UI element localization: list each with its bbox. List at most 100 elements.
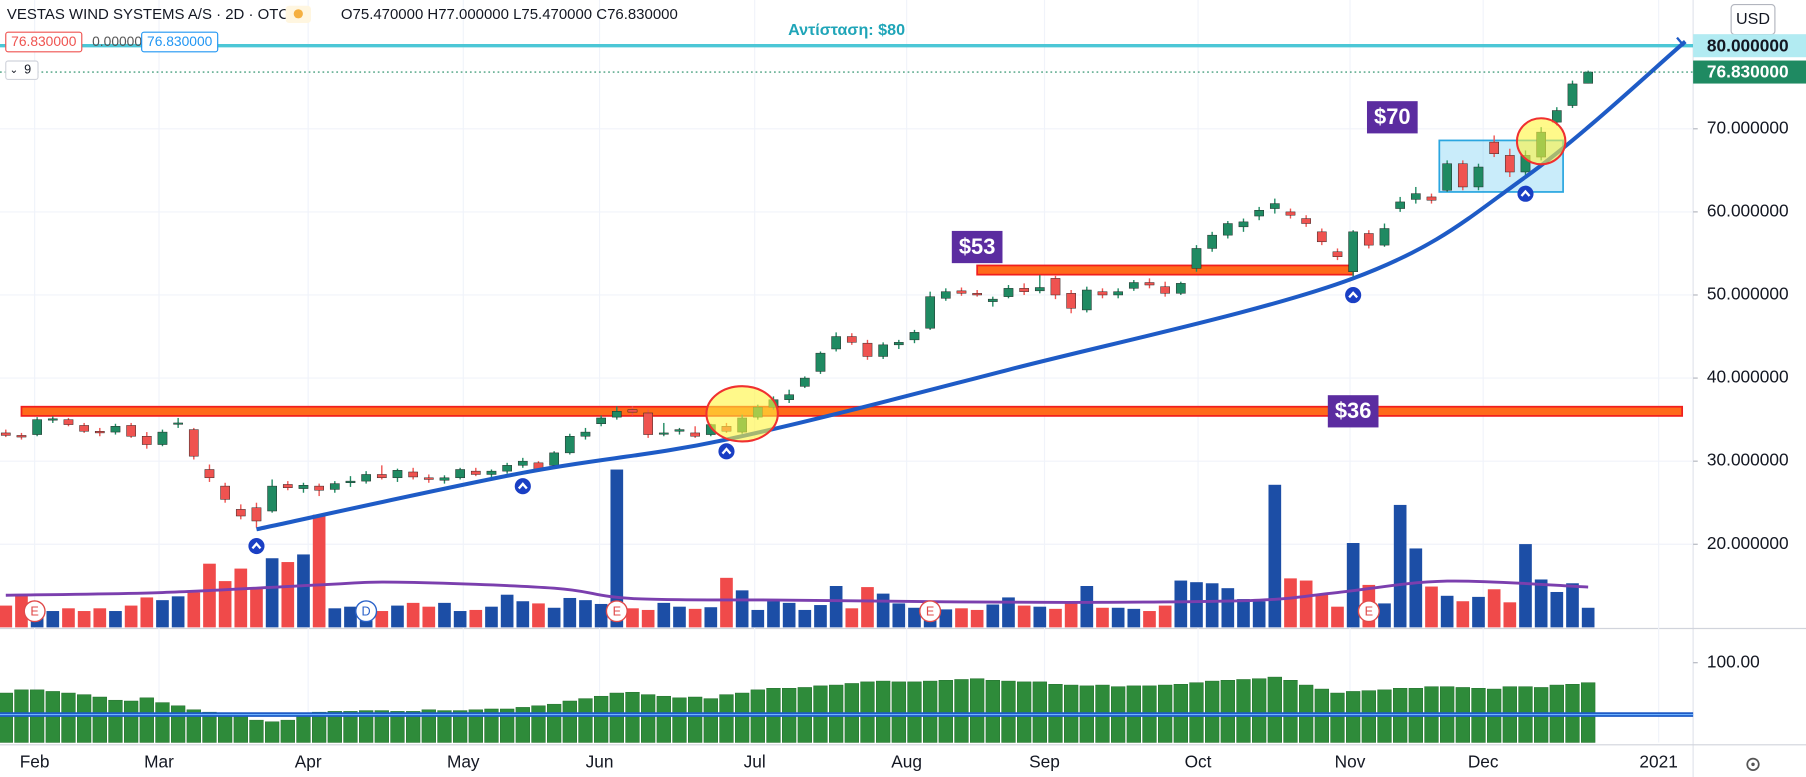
volume-bar (1064, 602, 1078, 628)
oscillator-bar (186, 709, 201, 743)
volume-bar (876, 593, 890, 628)
indicator-toggle[interactable] (5, 60, 39, 81)
volume-bar (1127, 608, 1141, 628)
oscillator-bar (609, 692, 624, 743)
volume-bar (328, 608, 342, 628)
oscillator-bar (672, 697, 687, 743)
oscillator-bar (390, 711, 405, 743)
volume-bar (704, 607, 718, 628)
resistance-label: Αντίσταση: $80 (788, 21, 905, 39)
candle-body (392, 470, 403, 479)
oscillator-bar (1001, 680, 1016, 743)
volume-ma (5, 579, 1589, 604)
level-tag (1366, 101, 1418, 134)
indicator-count[interactable]: 9 (24, 63, 31, 77)
oscillator-bar (108, 699, 123, 743)
x-tick-label: Oct (1185, 752, 1212, 772)
event-label: D (362, 605, 371, 619)
volume-bar (485, 606, 498, 628)
volume-bar (1111, 607, 1125, 628)
volume-bar (532, 603, 545, 628)
oscillator-bar (703, 698, 718, 743)
candle-body (1363, 233, 1374, 246)
volume-bar (986, 604, 1000, 628)
x-tick-label: Jun (586, 752, 614, 772)
volume-bar (453, 611, 467, 628)
candle-body (204, 469, 215, 479)
legend-value: 76.830000 (147, 33, 213, 49)
candle-body (157, 431, 168, 445)
candle-body (235, 509, 246, 517)
candle-body (1254, 209, 1264, 217)
support-level (976, 264, 1355, 276)
volume-bar (1550, 591, 1564, 628)
candle-body (314, 485, 324, 491)
volume-bar (1096, 607, 1109, 628)
event-marker (23, 600, 46, 623)
candle-body (925, 296, 935, 329)
volume-bar (1080, 585, 1094, 628)
event-marker (355, 600, 378, 623)
candle-body (361, 474, 371, 482)
volume-bar (626, 608, 639, 628)
candle-body (627, 409, 638, 413)
volume-bar (1299, 580, 1313, 628)
candle-body (1348, 231, 1358, 272)
candle-body (1316, 231, 1327, 243)
currency[interactable]: USD (1736, 10, 1770, 28)
volume-bar (970, 609, 984, 628)
candle-body (1551, 110, 1562, 123)
candle-body (909, 332, 920, 341)
volume-bar (391, 605, 404, 628)
symbol-title: VESTAS WIND SYSTEMS A/S · 2D · OTC (7, 6, 289, 23)
candle-body (1410, 193, 1421, 200)
candle-body (1019, 288, 1029, 292)
volume-bar (375, 611, 389, 628)
candle-body (455, 469, 465, 479)
oscillator-bar (876, 680, 891, 743)
x-tick-label: Aug (891, 752, 922, 772)
candle-body (1269, 203, 1280, 209)
signal-arrow (251, 542, 262, 550)
volume-bar (1237, 599, 1250, 628)
candle-body (470, 470, 481, 475)
volume-bar (93, 608, 107, 628)
oscillator-bar (92, 696, 107, 743)
x-tick-label: Nov (1335, 752, 1366, 772)
candle-body (1191, 248, 1202, 269)
oscillator-bar (907, 681, 922, 743)
oscillator-bar (985, 680, 1000, 743)
level-tag (1327, 395, 1379, 428)
candle-body (799, 377, 810, 387)
volume-bar (140, 597, 154, 628)
candle-body (423, 477, 434, 480)
candle-body (893, 342, 904, 346)
candle-body (1473, 166, 1484, 188)
highlight (1515, 117, 1567, 166)
signal (1517, 185, 1534, 202)
oscillator-bar (546, 703, 562, 743)
candle-body (1144, 282, 1155, 286)
oscillator-bar (719, 694, 734, 743)
oscillator-bar (1032, 681, 1047, 743)
candle-body (815, 352, 826, 372)
volume-bar (234, 568, 248, 628)
volume-bar (406, 602, 420, 628)
volume-bar (1252, 601, 1266, 628)
candle-body (611, 411, 622, 418)
candle-body (47, 418, 58, 421)
level-label: $53 (959, 234, 995, 259)
volume-bar (1581, 607, 1595, 628)
oscillator-bar (562, 700, 577, 743)
volume-bar (720, 577, 733, 628)
candle-body (658, 432, 669, 435)
volume-bar (77, 611, 91, 628)
volume-bar (344, 606, 357, 628)
volume-bar (579, 600, 592, 628)
candle-body (329, 483, 340, 490)
oscillator-bar (421, 709, 436, 743)
volume-bar (1503, 602, 1517, 628)
oscillator-bar (452, 710, 468, 743)
volume-bar (610, 469, 624, 628)
settings-icon[interactable] (1746, 757, 1760, 771)
